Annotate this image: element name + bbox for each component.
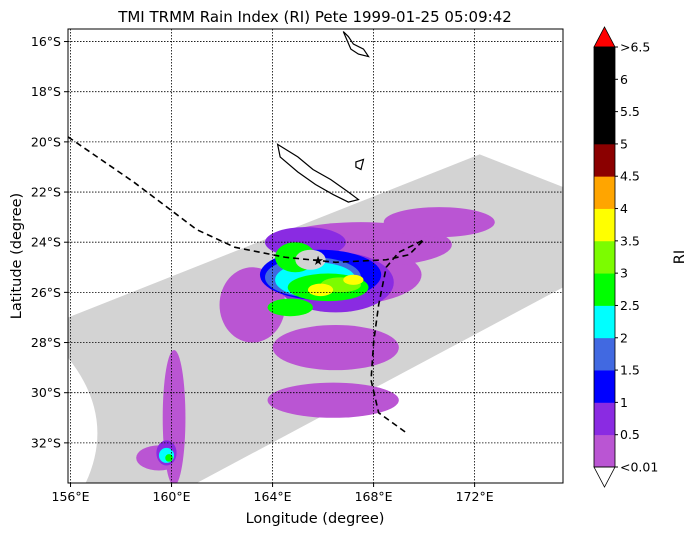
colorbar-segment <box>594 176 615 209</box>
satellite-swath <box>68 154 563 483</box>
colorbar-segment <box>594 240 615 274</box>
colorbar-segment <box>594 305 615 339</box>
x-axis-label: Longitude (degree) <box>246 511 385 527</box>
x-tick-label: 172°E <box>456 489 494 504</box>
colorbar-tick-label: 4.5 <box>620 169 640 184</box>
swath-gap <box>68 357 98 483</box>
colorbar-segment <box>594 79 615 113</box>
y-tick-label: 28°S <box>31 335 61 350</box>
colorbar-over-extension <box>593 26 616 48</box>
colorbar-segment <box>594 370 615 403</box>
coastline <box>276 143 360 203</box>
x-tick-label: 156°E <box>52 489 90 504</box>
rain-cell <box>267 382 399 418</box>
storm-track <box>68 136 425 434</box>
colorbar-frame <box>593 46 616 468</box>
coastline <box>355 158 365 171</box>
swath-area <box>68 154 563 483</box>
rain-cell <box>383 207 495 238</box>
rain-cell <box>272 324 399 371</box>
x-axis-ticks: 156°E 160°E 164°E 168°E 172°E <box>52 483 494 504</box>
colorbar-tick-label: 0.5 <box>620 427 640 442</box>
y-tick-label: 32°S <box>31 435 61 450</box>
colorbar-label: RI <box>672 250 688 264</box>
colorbar: <0.01 0.5 1 1.5 2 2.5 3 3.5 4 4.5 5 5.5 6 >6.5 <box>593 26 658 488</box>
colorbar-tick-label: 1 <box>620 395 628 410</box>
y-axis-label: Latitude (degree) <box>9 193 25 319</box>
colorbar-segment <box>594 47 615 80</box>
colorbar-tick-label: 1.5 <box>620 363 640 378</box>
colorbar-tick-label: 6 <box>620 72 628 87</box>
rain-cell <box>267 298 313 317</box>
colorbar-tick-label: <0.01 <box>620 460 658 475</box>
colorbar-tick-label: 4 <box>620 201 628 216</box>
plot-frame <box>67 28 564 484</box>
coastline <box>342 31 370 58</box>
x-tick-label: 160°E <box>153 489 191 504</box>
rain-cell <box>295 249 326 270</box>
rain-cell <box>343 274 364 285</box>
colorbar-tick-label: 5 <box>620 136 628 151</box>
colorbar-tick-label: >6.5 <box>620 40 650 55</box>
colorbar-tick-label: 2.5 <box>620 298 640 313</box>
x-tick-label: 168°E <box>355 489 393 504</box>
colorbar-segment <box>594 208 615 242</box>
y-axis-ticks: 16°S 18°S 20°S 22°S 24°S 26°S 28°S 30°S 32°S <box>31 34 68 450</box>
y-tick-label: 24°S <box>31 235 61 250</box>
rain-cell <box>307 283 334 297</box>
y-tick-label: 16°S <box>31 34 61 49</box>
y-tick-label: 18°S <box>31 84 61 99</box>
rain-cell <box>165 454 173 462</box>
y-tick-label: 30°S <box>31 385 61 400</box>
x-tick-label: 164°E <box>254 489 292 504</box>
colorbar-segment <box>594 273 615 306</box>
colorbar-segment <box>594 111 615 145</box>
colorbar-segment <box>594 434 615 468</box>
colorbar-tick-label: 3.5 <box>620 233 640 248</box>
y-tick-label: 20°S <box>31 134 61 149</box>
colorbar-tick-label: 5.5 <box>620 104 640 119</box>
lat-lon-gridlines <box>68 29 563 483</box>
colorbar-tick-label: 3 <box>620 266 628 281</box>
colorbar-tick-label: 2 <box>620 330 628 345</box>
coastlines <box>276 31 370 203</box>
colorbar-under-extension <box>593 466 616 488</box>
colorbar-segment <box>594 402 615 436</box>
y-tick-label: 22°S <box>31 185 61 200</box>
y-tick-label: 26°S <box>31 285 61 300</box>
chart-title: TMI TRMM Rain Index (RI) Pete 1999-01-25… <box>117 8 512 26</box>
storm-center-marker: ★ <box>312 254 324 269</box>
colorbar-segment <box>594 143 615 177</box>
colorbar-segment <box>594 337 615 371</box>
